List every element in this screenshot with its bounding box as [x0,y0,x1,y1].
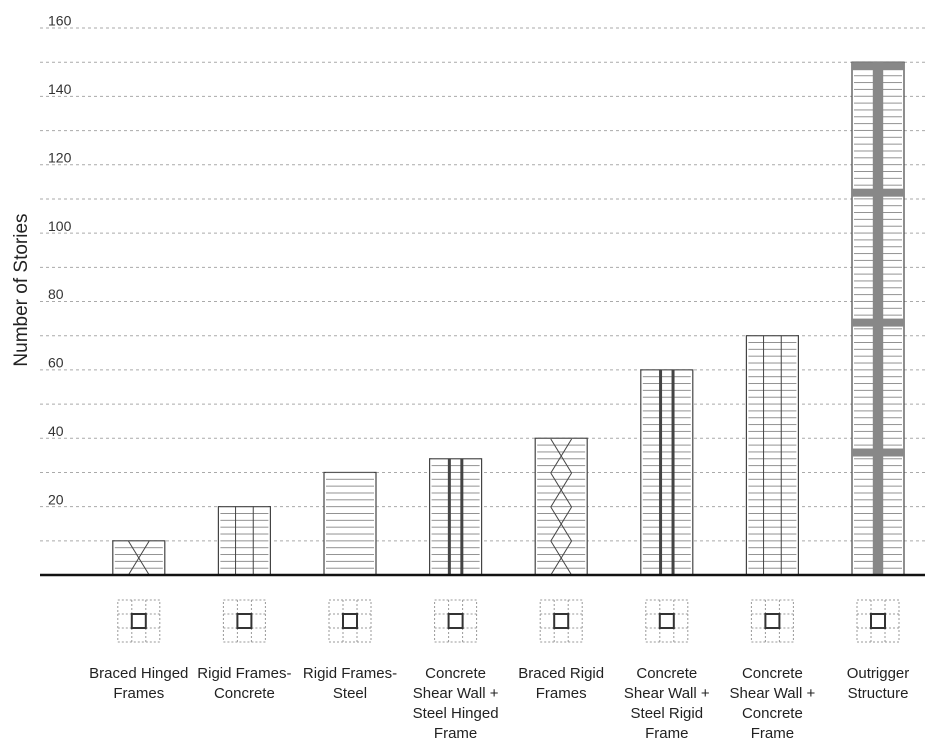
building-floors [220,506,269,575]
building-detail [127,540,150,576]
x-tick-label: Rigid Frames-Steel [302,665,398,702]
plan-icon [117,599,161,643]
building-detail [852,62,904,71]
y-tick-label: 60 [48,355,64,371]
x-tick-label: Concrete Shear Wall + Concrete Frame [729,665,816,742]
plan-icon [539,599,583,643]
building-detail [550,540,573,576]
building-detail [852,188,904,197]
building-detail [550,472,573,508]
plan-core [658,613,675,629]
plan-core [342,613,358,629]
building-floors [431,458,480,575]
y-tick-label: 160 [48,13,72,29]
plan-core [870,613,886,629]
building-floors [748,335,797,575]
plan-icon [222,599,266,643]
plan-core [130,613,147,629]
x-tick-label: Rigid Frames-Concrete [197,665,292,702]
plan-core [447,613,464,629]
plan-icon [328,599,372,643]
plan-icon [750,599,794,643]
plan-core [553,613,570,629]
building-floors [537,438,586,575]
y-tick-label: 120 [48,149,72,165]
y-axis-label: Number of Stories [11,213,32,366]
plan-icon [856,599,900,643]
x-tick-label: Braced Hinged Frames [89,665,189,702]
building-detail [852,448,904,457]
x-tick-label: Braced Rigid Frames [518,665,605,702]
x-tick-label: Concrete Shear Wall + Steel Rigid Frame [623,665,710,742]
building-detail [852,318,904,327]
building-detail [550,506,573,542]
y-tick-label: 20 [48,491,64,507]
plan-core [764,613,781,629]
plan-icon [645,599,689,643]
y-tick-label: 140 [48,81,72,97]
building-floors [642,369,691,575]
plan-icon [434,599,478,643]
x-tick-label: Outrigger Structure [846,665,910,702]
y-tick-label: 100 [48,218,72,234]
y-tick-label: 40 [48,423,64,439]
plan-core [236,613,253,629]
building-floors [326,472,374,575]
x-tick-label: Concrete Shear Wall + Steel Hinged Frame [412,665,499,742]
y-tick-label: 80 [48,286,64,302]
building-detail [550,438,573,474]
